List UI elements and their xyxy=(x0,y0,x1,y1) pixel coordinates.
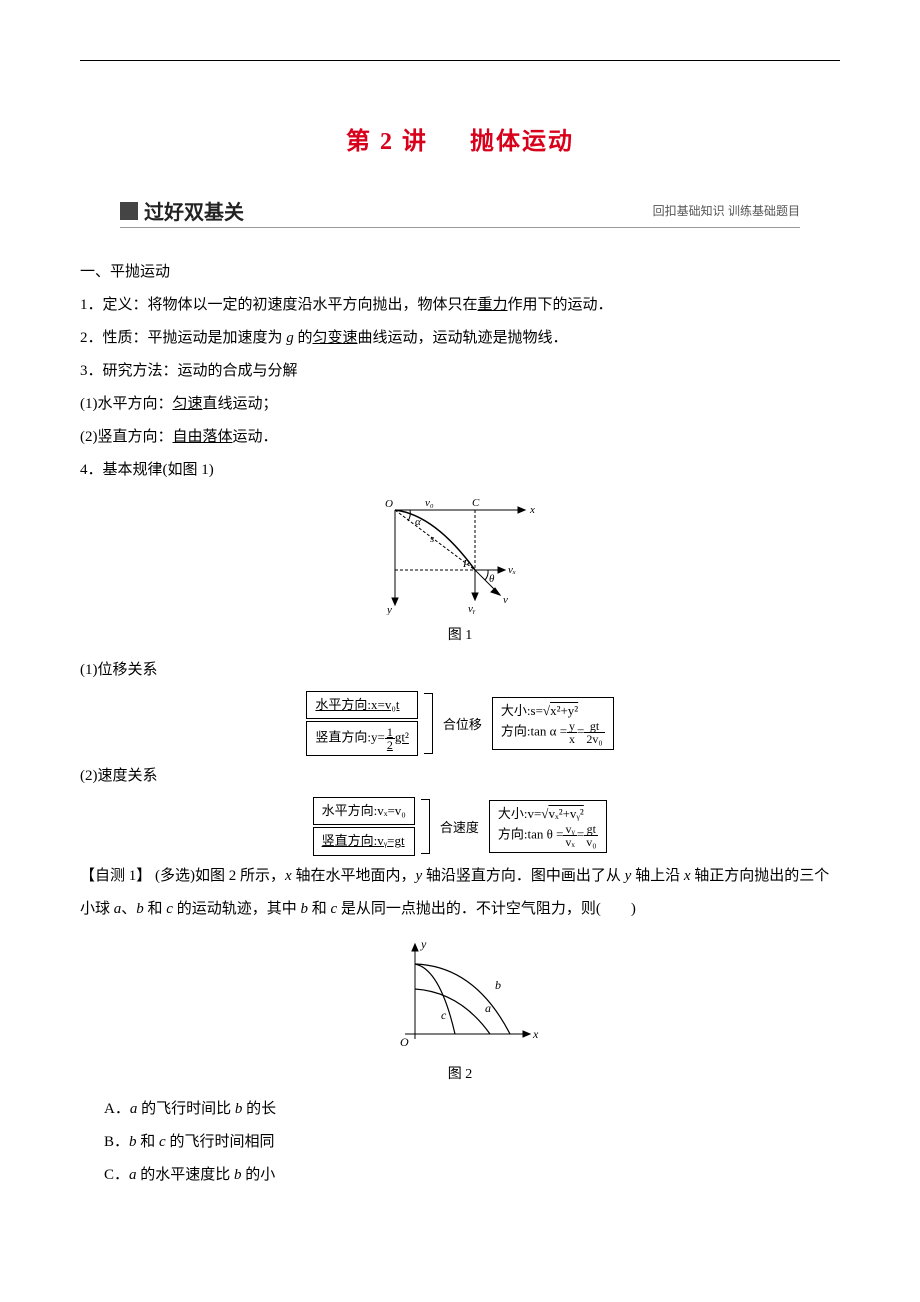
fig1-alpha: α xyxy=(415,516,421,528)
page: 第 2 讲 抛体运动 过好双基关 回扣基础知识 训练基础题目 一、平抛运动 1．… xyxy=(0,0,920,1232)
section-subtitle: 回扣基础知识 训练基础题目 xyxy=(653,202,800,219)
figure-2-svg: O x y a b c xyxy=(375,934,545,1054)
body-text: 一、平抛运动 1．定义：将物体以一定的初速度沿水平方向抛出，物体只在重力作用下的… xyxy=(80,256,840,1192)
fig1-vy: vᵧ xyxy=(468,603,476,615)
fig1-theta: θ xyxy=(489,573,495,585)
section-bar: 过好双基关 回扣基础知识 训练基础题目 xyxy=(120,196,800,228)
fig1-v0: v₀ xyxy=(425,497,434,509)
relation-1: 水平方向:x=v₀t 竖直方向:y=12gt² 合位移 大小:s=√x²+y² … xyxy=(80,691,840,756)
fig2-y: y xyxy=(420,937,427,951)
option-C: C．a 的水平速度比 b 的小 xyxy=(104,1159,840,1192)
figure-1-caption: 图 1 xyxy=(80,624,840,644)
para-3: 3．研究方法：运动的合成与分解 xyxy=(80,355,840,388)
top-rule xyxy=(80,60,840,61)
fig1-v: v xyxy=(503,594,508,606)
relation-1-heading: (1)位移关系 xyxy=(80,654,840,687)
fig2-b: b xyxy=(495,978,501,992)
title-main: 抛体运动 xyxy=(470,129,574,155)
fig1-vx: vₓ xyxy=(508,564,516,576)
options: A．a 的飞行时间比 b 的长 B．b 和 c 的飞行时间相同 C．a 的水平速… xyxy=(80,1093,840,1192)
figure-2-caption: 图 2 xyxy=(80,1063,840,1083)
rel2-left-bottom: 竖直方向:vᵧ=gt xyxy=(313,827,415,855)
rel1-left-top: 水平方向:x=v₀t xyxy=(306,691,417,719)
figure-2: O x y a b c xyxy=(80,934,840,1059)
para-1: 1．定义：将物体以一定的初速度沿水平方向抛出，物体只在重力作用下的运动． xyxy=(80,289,840,322)
fig1-y: y xyxy=(386,604,392,615)
rel2-right: 大小:v=√vₓ²+vᵧ² 方向:tan θ =vᵧvₓ=gtv₀ xyxy=(489,800,608,853)
fig2-a: a xyxy=(485,1001,491,1015)
bracket-icon xyxy=(421,799,430,853)
para-4: (1)水平方向：匀速直线运动； xyxy=(80,388,840,421)
fig1-O: O xyxy=(385,498,393,510)
lesson-title: 第 2 讲 抛体运动 xyxy=(80,121,840,156)
rel1-right: 大小:s=√x²+y² 方向:tan α =yx=gt2v₀ xyxy=(492,697,614,750)
fig2-O: O xyxy=(400,1035,409,1049)
para-6: 4．基本规律(如图 1) xyxy=(80,454,840,487)
rel1-mid: 合位移 xyxy=(439,714,486,733)
figure-1: O v₀ C x α s P θ vₓ vᵧ v y xyxy=(80,495,840,620)
fig2-x: x xyxy=(532,1027,539,1041)
fig2-c: c xyxy=(441,1008,447,1022)
section-title: 过好双基关 xyxy=(144,196,244,225)
relation-2: 水平方向:vₓ=v₀ 竖直方向:vᵧ=gt 合速度 大小:v=√vₓ²+vᵧ² … xyxy=(80,797,840,855)
fig1-x: x xyxy=(529,504,535,516)
para-5: (2)竖直方向：自由落体运动． xyxy=(80,421,840,454)
rel1-left-bottom: 竖直方向:y=12gt² xyxy=(306,721,417,756)
option-B: B．b 和 c 的飞行时间相同 xyxy=(104,1126,840,1159)
figure-1-svg: O v₀ C x α s P θ vₓ vᵧ v y xyxy=(375,495,545,615)
rel2-mid: 合速度 xyxy=(436,817,483,836)
relation-2-heading: (2)速度关系 xyxy=(80,760,840,793)
option-A: A．a 的飞行时间比 b 的长 xyxy=(104,1093,840,1126)
rel2-left-top: 水平方向:vₓ=v₀ xyxy=(313,797,415,825)
bracket-icon xyxy=(424,693,433,754)
section-box-icon xyxy=(120,202,138,220)
fig1-s: s xyxy=(430,533,434,545)
para-2: 2．性质：平抛运动是加速度为 g 的匀变速曲线运动，运动轨迹是抛物线． xyxy=(80,322,840,355)
heading-1: 一、平抛运动 xyxy=(80,256,840,289)
fig1-C: C xyxy=(472,497,480,509)
title-prefix: 第 2 讲 xyxy=(346,129,428,155)
fig1-P: P xyxy=(462,558,470,570)
question-1: 【自测 1】 (多选)如图 2 所示，x 轴在水平地面内，y 轴沿竖直方向．图中… xyxy=(80,860,840,926)
